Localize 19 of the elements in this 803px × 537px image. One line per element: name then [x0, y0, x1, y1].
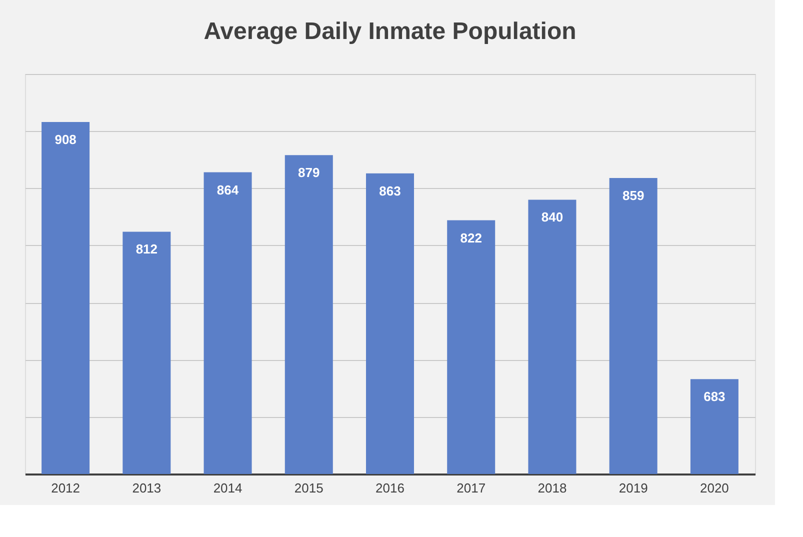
- x-tick-label: 2016: [376, 480, 404, 496]
- data-label: 840: [541, 210, 564, 225]
- x-tick-label: 2015: [294, 480, 324, 496]
- chart-title: Average Daily Inmate Population: [204, 18, 576, 45]
- data-label: 859: [622, 188, 644, 203]
- data-label: 864: [216, 182, 240, 198]
- x-tick-label: 2012: [51, 480, 80, 496]
- x-tick-label: 2017: [456, 480, 486, 496]
- data-label: 683: [704, 389, 726, 404]
- x-tick-label: 2019: [618, 480, 648, 496]
- x-tick-label: 2020: [700, 480, 729, 496]
- x-tick-label: 2018: [538, 480, 567, 496]
- x-tick-label: 2013: [132, 480, 162, 496]
- data-label: 812: [136, 242, 158, 257]
- x-tick-label: 2014: [213, 480, 242, 496]
- data-label: 908: [54, 132, 76, 147]
- data-label: 863: [379, 183, 401, 198]
- data-label: 879: [298, 165, 320, 180]
- data-label: 822: [460, 230, 482, 246]
